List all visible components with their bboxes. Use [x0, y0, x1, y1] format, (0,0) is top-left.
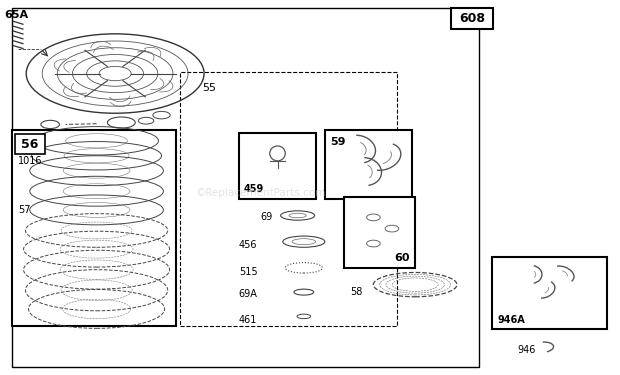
Bar — [12, 130, 175, 326]
Text: 55: 55 — [202, 84, 216, 93]
Bar — [15, 135, 45, 154]
Bar — [239, 134, 316, 199]
Text: ©ReplacementParts.com: ©ReplacementParts.com — [195, 188, 326, 198]
Bar — [326, 130, 412, 199]
Text: 69: 69 — [260, 212, 273, 222]
Text: 1016: 1016 — [18, 156, 43, 166]
Text: 65A: 65A — [4, 10, 28, 20]
Bar — [451, 8, 493, 29]
Bar — [12, 8, 479, 367]
Bar — [492, 256, 607, 330]
Text: 69A: 69A — [239, 289, 258, 299]
Bar — [180, 72, 397, 326]
Text: 59: 59 — [330, 137, 346, 147]
Text: 946: 946 — [517, 345, 536, 355]
Text: 456: 456 — [239, 240, 257, 250]
Text: 946A: 946A — [497, 315, 525, 325]
Bar — [344, 197, 415, 268]
Text: 60: 60 — [395, 254, 410, 263]
Text: 515: 515 — [239, 267, 257, 277]
Text: 459: 459 — [244, 184, 264, 194]
Text: 58: 58 — [350, 287, 363, 297]
Text: 461: 461 — [239, 315, 257, 325]
Text: 608: 608 — [459, 12, 485, 25]
Text: 56: 56 — [21, 138, 38, 151]
Text: 57: 57 — [18, 205, 30, 215]
